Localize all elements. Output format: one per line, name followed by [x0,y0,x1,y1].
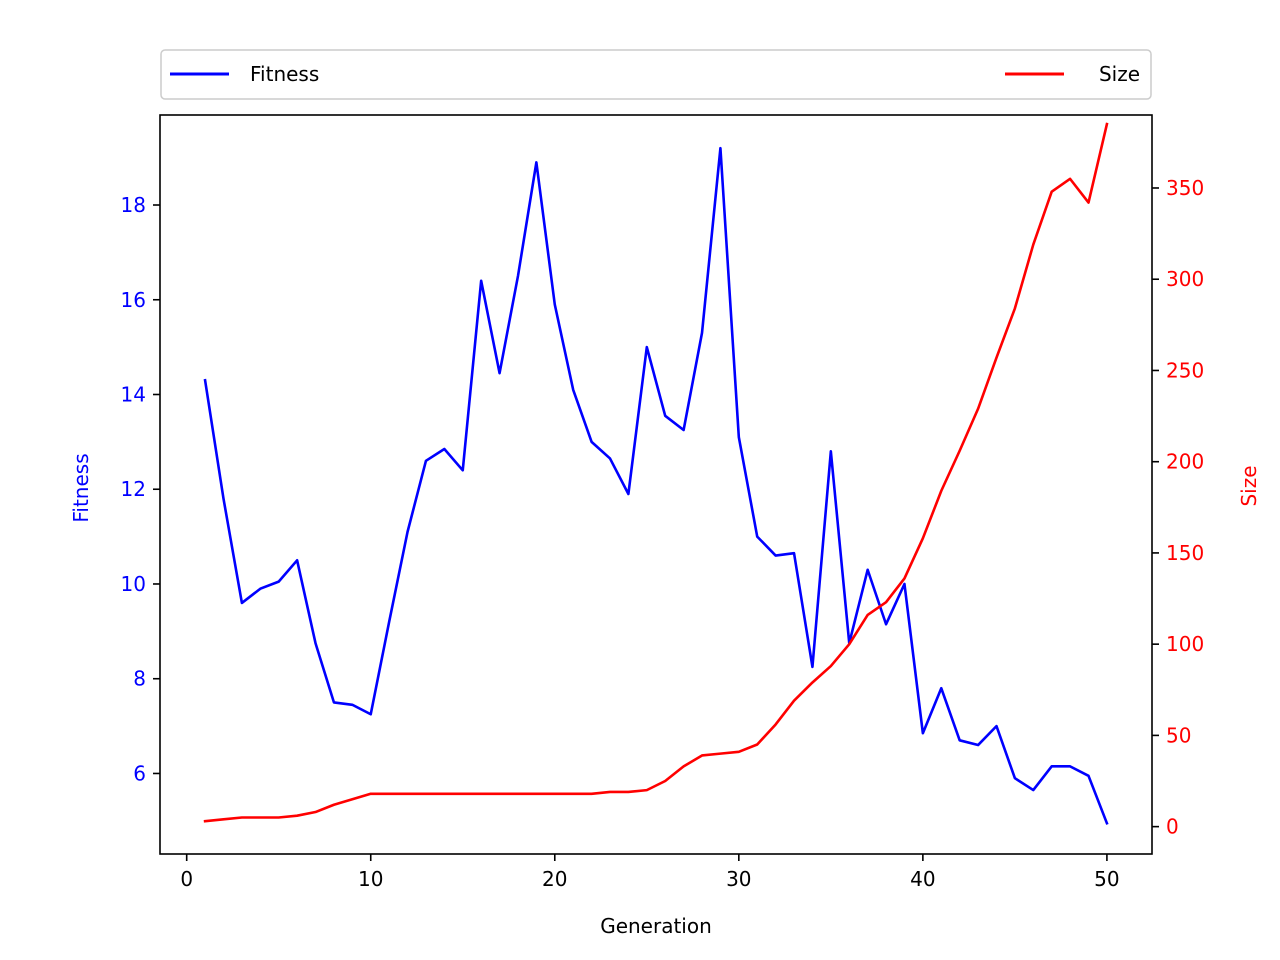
plot-frame [159,114,1153,855]
right-y-axis-ticks: 0 50 100 150 200 250 300 350 [1152,176,1204,839]
x-axis-ticks: 0 10 20 30 40 50 [180,854,1120,891]
legend: Fitness Size [160,49,1152,100]
legend-box [160,49,1152,100]
right-y-tick-label: 200 [1166,450,1204,474]
right-y-axis-label: Size [1237,465,1261,506]
left-y-tick-label: 12 [121,477,146,501]
left-y-axis-ticks: 6 8 10 12 14 16 18 [121,193,160,785]
series-line-size [203,122,1109,823]
x-axis-label: Generation [600,914,712,938]
x-tick-label: 30 [726,867,751,891]
left-y-tick-label: 16 [121,288,146,312]
series-line-fitness [203,146,1109,825]
x-tick-label: 40 [910,867,935,891]
left-y-tick-label: 10 [121,572,146,596]
x-tick-label: 50 [1094,867,1119,891]
left-y-tick-label: 8 [133,667,146,691]
left-y-tick-label: 6 [133,761,146,785]
right-y-tick-label: 150 [1166,541,1204,565]
left-y-axis-label: Fitness [69,453,93,522]
right-y-tick-label: 250 [1166,358,1204,382]
x-tick-label: 20 [542,867,567,891]
x-tick-label: 10 [358,867,383,891]
left-y-tick-label: 18 [121,193,146,217]
right-y-tick-label: 350 [1166,176,1204,200]
legend-size-label: Size [1099,62,1140,86]
x-tick-label: 0 [180,867,193,891]
series-group [203,122,1109,825]
right-y-tick-label: 300 [1166,267,1204,291]
left-y-tick-label: 14 [121,382,146,406]
right-y-tick-label: 0 [1166,815,1179,839]
right-y-tick-label: 100 [1166,632,1204,656]
right-y-tick-label: 50 [1166,723,1191,747]
legend-fitness-label: Fitness [250,62,319,86]
